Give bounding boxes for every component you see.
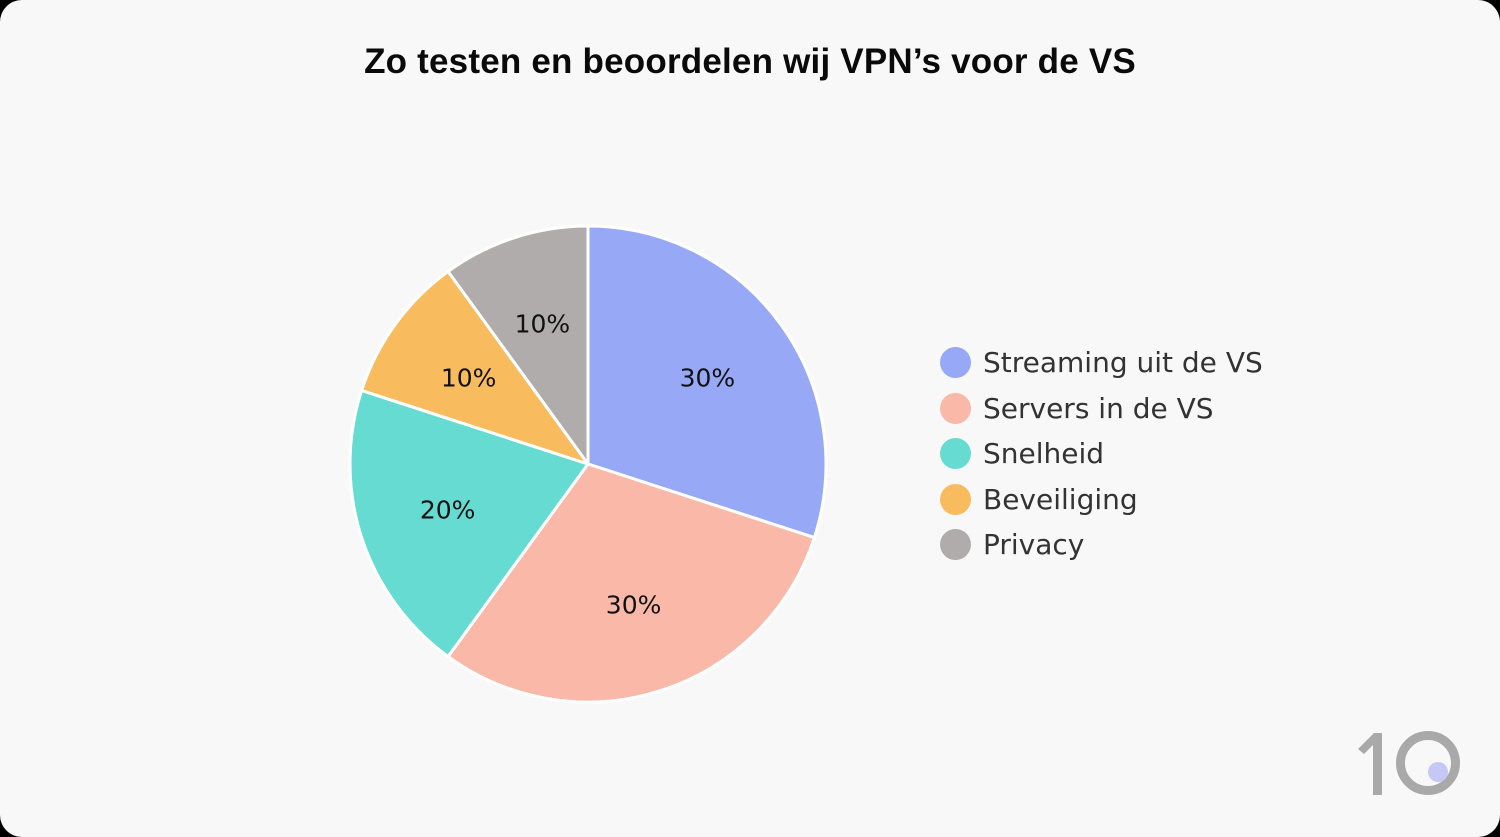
legend-item-streaming: Streaming uit de VS [940,340,1263,386]
slice-label-streaming: 30% [680,363,736,392]
legend-label: Beveiliging [983,482,1138,516]
pie-slice-beveiliging [360,269,590,466]
pie-slice-snelheid [348,388,590,659]
pie-slice-streaming [586,224,828,540]
legend-swatch-icon [940,347,971,379]
legend-item-beveiliging: Beveiliging [940,477,1263,523]
legend-label: Streaming uit de VS [983,346,1263,380]
legend-label: Privacy [983,528,1085,562]
slice-label-servers: 30% [606,590,662,619]
brand-logo-icon [1358,731,1460,795]
legend: Streaming uit de VS Servers in de VS Sne… [940,340,1263,568]
legend-item-servers: Servers in de VS [940,386,1263,432]
slice-label-beveiliging: 10% [441,363,497,392]
legend-swatch-icon [940,483,971,515]
legend-label: Servers in de VS [983,391,1214,425]
legend-label: Snelheid [983,437,1105,471]
pie-slice-privacy [446,224,590,466]
legend-swatch-icon [940,529,971,561]
pie-slice-servers [446,462,816,704]
legend-swatch-icon [940,392,971,424]
legend-swatch-icon [940,438,971,470]
legend-item-privacy: Privacy [940,522,1263,568]
legend-item-snelheid: Snelheid [940,431,1263,477]
slice-label-privacy: 10% [515,310,571,339]
chart-title: Zo testen en beoordelen wij VPN’s voor d… [364,42,1136,81]
slice-label-snelheid: 20% [420,496,476,525]
